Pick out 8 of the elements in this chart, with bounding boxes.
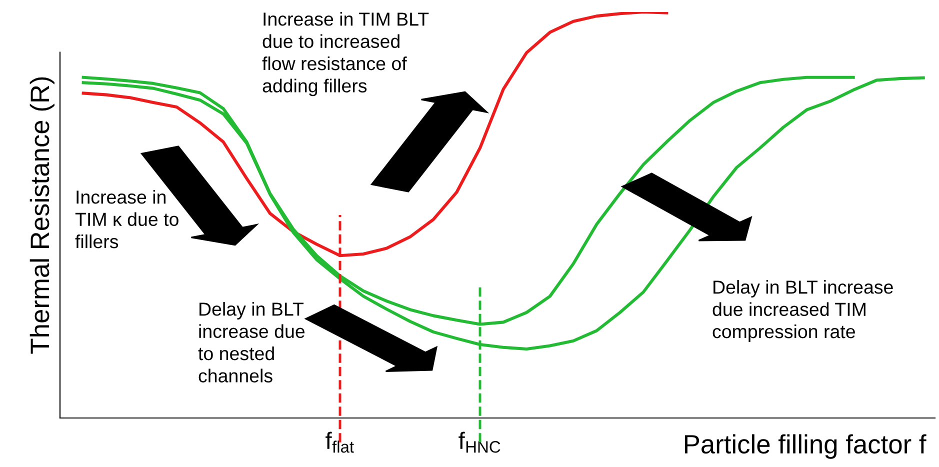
annotation: Increase in TIM BLT due to increased flow resistance of adding fillers — [262, 12, 429, 96]
annotation: Increase in TIM κ due to fillers — [75, 190, 178, 248]
annotation: Delay in BLT increase due to nested channels — [198, 302, 305, 382]
x-axis-title: Particle filling factor f — [684, 434, 926, 459]
x-tick-label: f$_{HNC}$ — [458, 432, 500, 453]
x-tick-label: f$_{flat}$ — [326, 432, 354, 453]
y-axis-title: Thermal Resistance (R) — [30, 77, 54, 354]
annotation: Delay in BLT increase due increased TIM compression rate — [712, 280, 893, 342]
